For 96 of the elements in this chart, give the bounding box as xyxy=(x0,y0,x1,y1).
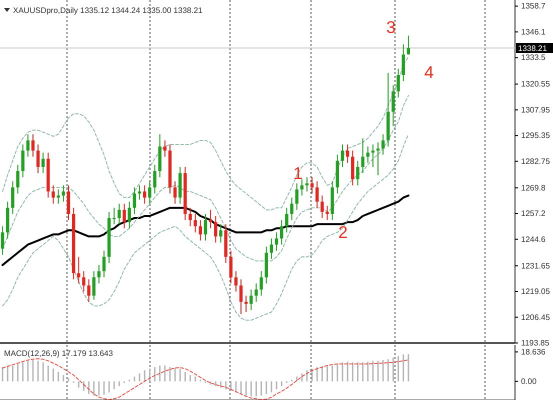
y-tick-label: 1307.95 xyxy=(521,105,550,114)
y-tick-label: 1244.6 xyxy=(521,234,546,244)
line-series xyxy=(2,134,409,321)
candlestick xyxy=(42,152,45,174)
text: 4 xyxy=(424,63,434,82)
candlestick xyxy=(274,232,278,252)
candlestick xyxy=(340,144,344,168)
candlestick xyxy=(138,184,142,200)
candlestick xyxy=(143,184,146,204)
candlestick xyxy=(295,182,298,210)
y-tick-label: 0.00 xyxy=(521,376,538,386)
annotation: 1 xyxy=(293,164,303,183)
candlestick xyxy=(371,144,375,168)
candlestick xyxy=(346,144,350,164)
candlestick xyxy=(381,134,385,156)
candlestick xyxy=(97,264,101,284)
candlestick xyxy=(310,176,314,194)
candlestick xyxy=(290,197,294,221)
candlestick xyxy=(208,209,212,229)
y-tick-label: 1193.85 xyxy=(521,338,550,348)
y-tick-label: 1257.2 xyxy=(521,209,546,218)
candlestick xyxy=(188,207,192,227)
candlestick xyxy=(0,226,4,256)
y-tick-label: 1269.8 xyxy=(521,183,546,192)
candlestick xyxy=(229,250,232,284)
candlestick xyxy=(112,207,116,225)
candlestick xyxy=(250,289,253,310)
candlestick xyxy=(26,134,30,158)
candlestick xyxy=(406,35,410,56)
candlestick xyxy=(118,203,121,225)
candlestick xyxy=(305,176,309,192)
y-tick-label: 1282.75 xyxy=(521,156,550,166)
candlestick xyxy=(270,238,274,260)
candlestick xyxy=(163,140,166,158)
y-tick-label: 18.636 xyxy=(521,347,546,356)
candlestick xyxy=(320,195,324,219)
candlestick xyxy=(128,201,131,229)
y-tick-label: 1295.35 xyxy=(521,131,550,140)
candlestick xyxy=(244,295,248,313)
candlestick xyxy=(219,224,222,244)
annotation: 2 xyxy=(338,223,348,242)
candlestick xyxy=(52,184,55,204)
ref-line-label: 1338.21 xyxy=(518,44,548,53)
candlestick xyxy=(11,180,14,214)
candlestick xyxy=(56,188,60,204)
candlestick xyxy=(122,203,126,229)
candlestick xyxy=(214,215,218,244)
candlestick xyxy=(62,184,66,202)
candlestick xyxy=(102,250,106,278)
line-series xyxy=(2,94,409,262)
candlestick xyxy=(361,138,364,174)
candlestick xyxy=(173,180,177,204)
candlestick xyxy=(356,160,360,186)
candlestick xyxy=(198,220,202,242)
candlestick xyxy=(92,270,96,300)
y-tick-label: 1333.5 xyxy=(521,53,546,62)
y-tick-label: 1346.1 xyxy=(521,27,546,36)
candlestick xyxy=(239,278,243,315)
candlestick xyxy=(82,270,86,292)
y-tick-label: 1320.55 xyxy=(521,80,550,89)
candlestick xyxy=(87,278,90,302)
line-series xyxy=(2,56,409,210)
candlestick xyxy=(153,164,156,194)
candlestick xyxy=(16,164,20,194)
candlestick xyxy=(280,220,284,246)
candlestick xyxy=(402,44,405,82)
candlestick xyxy=(351,150,354,186)
candlestick xyxy=(300,178,304,196)
y-tick-label: 1206.45 xyxy=(521,312,550,322)
candlestick xyxy=(36,144,40,174)
candlestick xyxy=(21,144,24,178)
line-series xyxy=(2,358,409,400)
candlestick xyxy=(148,180,152,204)
y-tick-label: 1231.65 xyxy=(521,261,550,270)
annotation: 3 xyxy=(386,18,396,37)
candlestick xyxy=(285,207,288,233)
candlestick xyxy=(326,205,329,221)
candlestick xyxy=(316,180,319,208)
candlestick xyxy=(396,68,400,98)
text: XAUUSDpro,Daily 1335.12 1344.24 1335.00 1338.21 xyxy=(13,6,204,15)
candlestick xyxy=(366,146,370,164)
candlestick xyxy=(194,213,197,233)
line-series xyxy=(2,194,410,266)
candlestick xyxy=(66,184,70,221)
candlestick xyxy=(77,256,80,284)
candlestick xyxy=(376,142,380,176)
candlestick xyxy=(204,213,208,242)
candlestick xyxy=(234,270,238,292)
candlestick xyxy=(260,270,263,296)
text: MACD(12,26,9) 17.179 13.643 xyxy=(4,349,114,358)
candlestick xyxy=(132,186,136,214)
y-tick-label: 1358.7 xyxy=(521,2,546,11)
candlestick xyxy=(31,134,35,158)
y-tick-label: 1219.05 xyxy=(521,287,550,296)
candlestick xyxy=(254,282,258,302)
candlestick xyxy=(392,84,395,127)
